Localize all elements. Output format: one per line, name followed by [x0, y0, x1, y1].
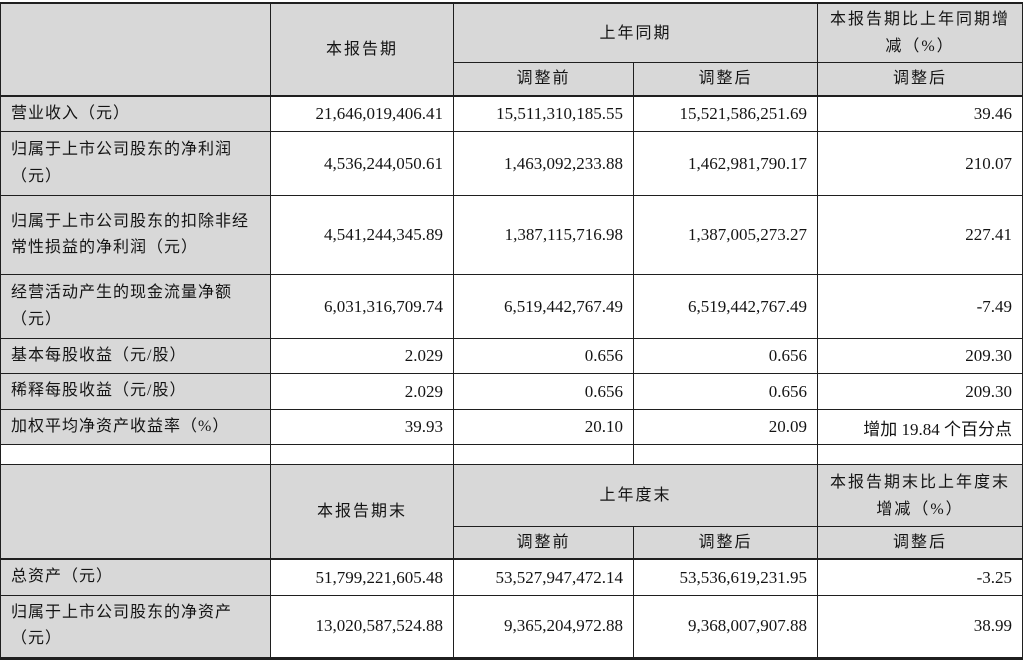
section2-subheader-row: 调整前 调整后 调整后: [1, 526, 1023, 561]
table-row-revenue: 营业收入（元） 21,646,019,406.41 15,511,310,185…: [0, 95, 1023, 133]
diluted-eps-current-value: 2.029: [270, 373, 454, 410]
section1-header-after-adjust: 调整后: [632, 62, 819, 97]
separator-cell: [632, 444, 819, 466]
diluted-eps-change-value: 209.30: [817, 373, 1023, 410]
basic-eps-before-adjust-value: 0.656: [453, 338, 634, 375]
section1-header-current-period: 本报告期: [270, 2, 454, 97]
net-assets-before-adjust-value: 9,365,204,972.88: [453, 594, 634, 659]
diluted-eps-after-adjust-value: 0.656: [632, 373, 819, 410]
net-profit-excl-nonrecurring-change-value: 227.41: [817, 195, 1023, 276]
table-row-total-assets: 总资产（元） 51,799,221,605.48 53,527,947,472.…: [0, 558, 1023, 596]
basic-eps-after-adjust-value: 0.656: [632, 338, 819, 375]
table-row-net-profit: 归属于上市公司股东的净利润（元） 4,536,244,050.61 1,463,…: [0, 131, 1023, 197]
section2-header-before-adjust: 调整前: [453, 526, 634, 561]
revenue-current-value: 21,646,019,406.41: [270, 95, 454, 133]
row-label-net-profit: 归属于上市公司股东的净利润（元）: [0, 131, 271, 197]
table-row-basic-eps: 基本每股收益（元/股） 2.029 0.656 0.656 209.30: [0, 338, 1023, 375]
net-profit-excl-nonrecurring-after-adjust-value: 1,387,005,273.27: [632, 195, 819, 276]
separator-cell: [270, 444, 454, 466]
weighted-avg-roe-change-value: 增加 19.84 个百分点: [817, 408, 1023, 446]
section1-header-change-after-adjust: 调整后: [817, 62, 1023, 97]
table-row-weighted-avg-roe: 加权平均净资产收益率（%） 39.93 20.10 20.09 增加 19.84…: [0, 408, 1023, 446]
section1-header-before-adjust: 调整前: [453, 62, 634, 97]
section1-header-change-group: 本报告期比上年同期增减（%）: [817, 2, 1023, 64]
section1-header-prior-period-group: 上年同期: [452, 2, 819, 64]
revenue-after-adjust-value: 15,521,586,251.69: [632, 95, 819, 133]
net-assets-current-value: 13,020,587,524.88: [270, 594, 454, 659]
weighted-avg-roe-current-value: 39.93: [270, 408, 454, 446]
operating-cash-flow-change-value: -7.49: [817, 274, 1023, 340]
net-assets-change-value: 38.99: [817, 594, 1023, 659]
basic-eps-change-value: 209.30: [817, 338, 1023, 375]
table-row-net-assets: 归属于上市公司股东的净资产（元） 13,020,587,524.88 9,365…: [0, 594, 1023, 659]
separator-cell: [453, 444, 634, 466]
section2-header-change-after-adjust: 调整后: [817, 526, 1023, 561]
operating-cash-flow-current-value: 6,031,316,709.74: [270, 274, 454, 340]
net-profit-after-adjust-value: 1,462,981,790.17: [632, 131, 819, 197]
weighted-avg-roe-before-adjust-value: 20.10: [453, 408, 634, 446]
separator-row: [0, 444, 1023, 466]
net-profit-excl-nonrecurring-current-value: 4,541,244,345.89: [270, 195, 454, 276]
row-label-revenue: 营业收入（元）: [0, 95, 271, 133]
section2-header-prior-year-end-group: 上年度末: [452, 464, 819, 528]
total-assets-before-adjust-value: 53,527,947,472.14: [453, 558, 634, 596]
section2-corner-cell: [0, 464, 271, 561]
section1-corner-cell: [0, 2, 271, 97]
row-label-basic-eps: 基本每股收益（元/股）: [0, 338, 271, 375]
row-label-net-profit-excl-nonrecurring: 归属于上市公司股东的扣除非经常性损益的净利润（元）: [0, 195, 271, 276]
diluted-eps-before-adjust-value: 0.656: [453, 373, 634, 410]
net-profit-before-adjust-value: 1,463,092,233.88: [453, 131, 634, 197]
total-assets-after-adjust-value: 53,536,619,231.95: [632, 558, 819, 596]
net-profit-excl-nonrecurring-before-adjust-value: 1,387,115,716.98: [453, 195, 634, 276]
section2-header-row: 本报告期末 上年度末 本报告期末比上年度末增减（%）: [0, 464, 1023, 561]
net-profit-current-value: 4,536,244,050.61: [270, 131, 454, 197]
row-label-operating-cash-flow: 经营活动产生的现金流量净额（元）: [0, 274, 271, 340]
operating-cash-flow-before-adjust-value: 6,519,442,767.49: [453, 274, 634, 340]
section2-header-change-group: 本报告期末比上年度末增减（%）: [817, 464, 1023, 528]
table-row-net-profit-excl-nonrecurring: 归属于上市公司股东的扣除非经常性损益的净利润（元） 4,541,244,345.…: [0, 195, 1023, 276]
separator-cell: [817, 444, 1023, 466]
row-label-total-assets: 总资产（元）: [0, 558, 271, 596]
operating-cash-flow-after-adjust-value: 6,519,442,767.49: [632, 274, 819, 340]
net-assets-after-adjust-value: 9,368,007,907.88: [632, 594, 819, 659]
revenue-change-value: 39.46: [817, 95, 1023, 133]
row-label-net-assets: 归属于上市公司股东的净资产（元）: [0, 594, 271, 659]
row-label-diluted-eps: 稀释每股收益（元/股）: [0, 373, 271, 410]
weighted-avg-roe-after-adjust-value: 20.09: [632, 408, 819, 446]
table-row-operating-cash-flow: 经营活动产生的现金流量净额（元） 6,031,316,709.74 6,519,…: [0, 274, 1023, 340]
basic-eps-current-value: 2.029: [270, 338, 454, 375]
revenue-before-adjust-value: 15,511,310,185.55: [453, 95, 634, 133]
total-assets-change-value: -3.25: [817, 558, 1023, 596]
total-assets-current-value: 51,799,221,605.48: [270, 558, 454, 596]
row-label-weighted-avg-roe: 加权平均净资产收益率（%）: [0, 408, 271, 446]
section2-header-after-adjust: 调整后: [632, 526, 819, 561]
table-row-diluted-eps: 稀释每股收益（元/股） 2.029 0.656 0.656 209.30: [0, 373, 1023, 410]
section1-header-row: 本报告期 上年同期 本报告期比上年同期增减（%）: [0, 2, 1023, 97]
net-profit-change-value: 210.07: [817, 131, 1023, 197]
separator-cell: [0, 444, 271, 466]
section1-subheader-row: 调整前 调整后 调整后: [1, 62, 1023, 97]
section2-header-current-period-end: 本报告期末: [270, 464, 454, 561]
